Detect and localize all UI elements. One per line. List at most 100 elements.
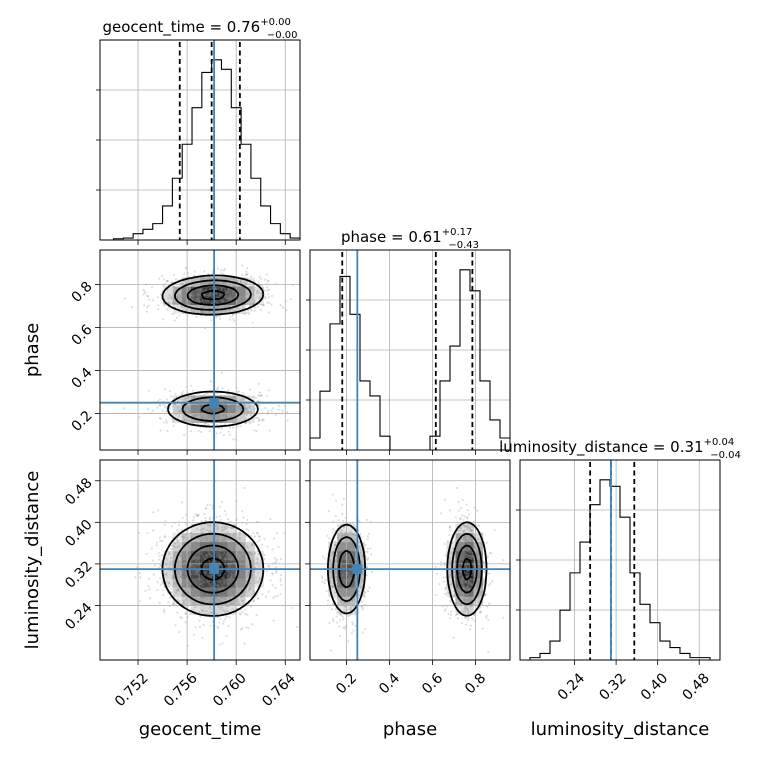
scatter-point (257, 400, 260, 403)
scatter-point (216, 539, 219, 542)
scatter-point (180, 299, 184, 302)
scatter-point (242, 516, 245, 519)
scatter-point (204, 299, 207, 302)
scatter-point (217, 556, 220, 559)
scatter-point (188, 411, 191, 414)
scatter-point (262, 304, 265, 307)
density-bin (245, 578, 255, 588)
scatter-point (267, 590, 270, 593)
density-bin (200, 550, 210, 561)
scatter-point (162, 284, 165, 287)
scatter-point (170, 577, 173, 580)
scatter-point (171, 560, 174, 563)
scatter-point (245, 557, 248, 561)
scatter-point (203, 512, 206, 516)
density-bin (227, 532, 237, 543)
scatter-point (192, 633, 195, 636)
scatter-point (226, 277, 229, 280)
scatter-point (159, 429, 162, 432)
title-main: luminosity_distance = 0.31 (499, 438, 703, 457)
scatter-point (233, 413, 236, 416)
scatter-point (334, 540, 337, 544)
scatter-point (193, 540, 196, 543)
scatter-point (202, 527, 205, 530)
scatter-point (225, 415, 228, 418)
scatter-point (227, 400, 230, 403)
truth-marker (352, 564, 363, 575)
scatter-point (483, 571, 486, 574)
scatter-point (253, 551, 256, 555)
scatter-point (454, 516, 458, 519)
scatter-point (240, 555, 243, 559)
scatter-point (463, 515, 466, 518)
scatter-point (449, 574, 452, 577)
density-bin (227, 523, 237, 533)
scatter-point (187, 395, 190, 398)
scatter-point (244, 410, 248, 413)
scatter-point (469, 624, 472, 628)
x-axis-label-luminosity_distance: luminosity_distance (531, 719, 710, 740)
scatter-point (245, 407, 248, 410)
scatter-point (218, 417, 221, 420)
scatter-point (321, 576, 324, 579)
scatter-point (181, 393, 184, 396)
scatter-point (217, 305, 220, 308)
scatter-point (233, 409, 236, 412)
scatter-point (342, 542, 345, 545)
scatter-point (208, 583, 211, 586)
scatter-point (249, 285, 252, 288)
scatter-point (462, 519, 465, 522)
scatter-point (257, 382, 260, 385)
scatter-point (215, 292, 218, 295)
scatter-point (249, 388, 252, 391)
scatter-point (240, 295, 243, 298)
scatter-point (147, 295, 150, 298)
density-bin (473, 560, 483, 570)
scatter-point (259, 308, 262, 311)
scatter-point (206, 566, 209, 569)
x-axis-label-geocent_time: geocent_time (139, 719, 262, 740)
scatter-point (462, 586, 465, 589)
scatter-point (208, 575, 212, 579)
scatter-point (187, 395, 191, 398)
scatter-point (223, 594, 226, 597)
scatter-point (187, 271, 190, 274)
scatter-point (176, 293, 179, 296)
density-bin (455, 605, 465, 615)
scatter-point (262, 304, 265, 307)
scatter-point (159, 577, 162, 580)
scatter-point (180, 305, 183, 308)
scatter-point (193, 289, 196, 292)
scatter-point (183, 536, 186, 540)
scatter-point (196, 403, 200, 406)
scatter-point (461, 514, 464, 517)
scatter-point (221, 553, 224, 556)
scatter-point (460, 575, 463, 578)
scatter-point (184, 301, 187, 304)
scatter-point (228, 284, 231, 287)
scatter-point (252, 599, 255, 602)
scatter-point (243, 577, 246, 580)
density-bin (464, 532, 474, 543)
scatter-point (205, 610, 208, 613)
scatter-point (253, 429, 256, 432)
scatter-point (227, 526, 230, 529)
scatter-point (208, 588, 211, 591)
density-bin (337, 569, 347, 579)
scatter-point (181, 602, 184, 605)
scatter-point (215, 409, 218, 412)
scatter-point (239, 286, 243, 289)
scatter-point (200, 539, 203, 543)
density-bin (446, 569, 456, 579)
scatter-point (224, 525, 227, 528)
scatter-point (184, 570, 187, 574)
scatter-point (200, 430, 203, 434)
scatter-point (159, 417, 162, 420)
scatter-point (216, 551, 219, 554)
scatter-point (152, 573, 155, 576)
scatter-point (447, 613, 450, 616)
scatter-point (210, 548, 213, 552)
scatter-point (192, 589, 195, 592)
scatter-point (209, 550, 212, 554)
scatter-point (215, 540, 218, 543)
